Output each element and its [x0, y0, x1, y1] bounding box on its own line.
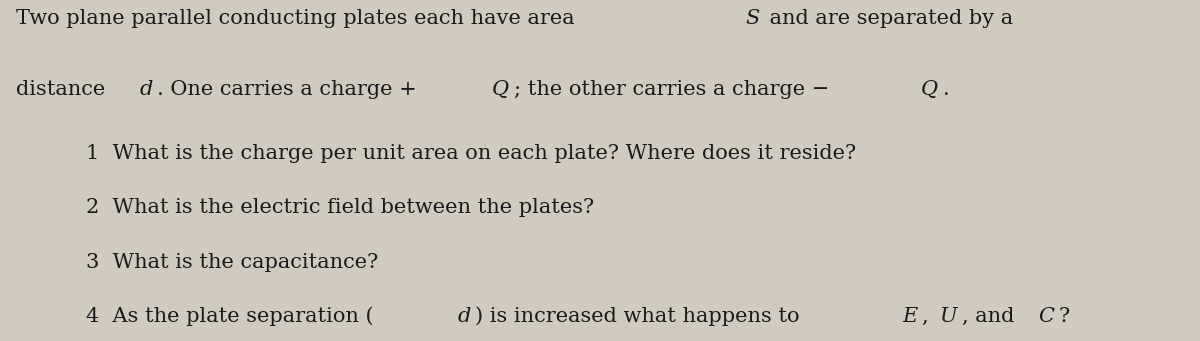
Text: Q: Q [920, 80, 937, 100]
Text: , and: , and [961, 307, 1020, 326]
Text: ,: , [922, 307, 935, 326]
Text: 1  What is the charge per unit area on each plate? Where does it reside?: 1 What is the charge per unit area on ea… [86, 144, 857, 163]
Text: E: E [902, 307, 917, 326]
Text: Q: Q [492, 80, 509, 100]
Text: U: U [938, 307, 956, 326]
Text: C: C [1038, 307, 1054, 326]
Text: ) is increased what happens to: ) is increased what happens to [475, 307, 806, 326]
Text: S: S [745, 9, 760, 28]
Text: .: . [943, 80, 949, 100]
Text: 2  What is the electric field between the plates?: 2 What is the electric field between the… [86, 198, 594, 217]
Text: ; the other carries a charge −: ; the other carries a charge − [514, 80, 829, 100]
Text: d: d [457, 307, 470, 326]
Text: ?: ? [1058, 307, 1069, 326]
Text: 4  As the plate separation (: 4 As the plate separation ( [86, 307, 374, 326]
Text: d: d [139, 80, 152, 100]
Text: . One carries a charge +: . One carries a charge + [156, 80, 416, 100]
Text: Two plane parallel conducting plates each have area: Two plane parallel conducting plates eac… [16, 9, 581, 28]
Text: and are separated by a: and are separated by a [763, 9, 1014, 28]
Text: distance: distance [16, 80, 112, 100]
Text: 3  What is the capacitance?: 3 What is the capacitance? [86, 253, 379, 272]
